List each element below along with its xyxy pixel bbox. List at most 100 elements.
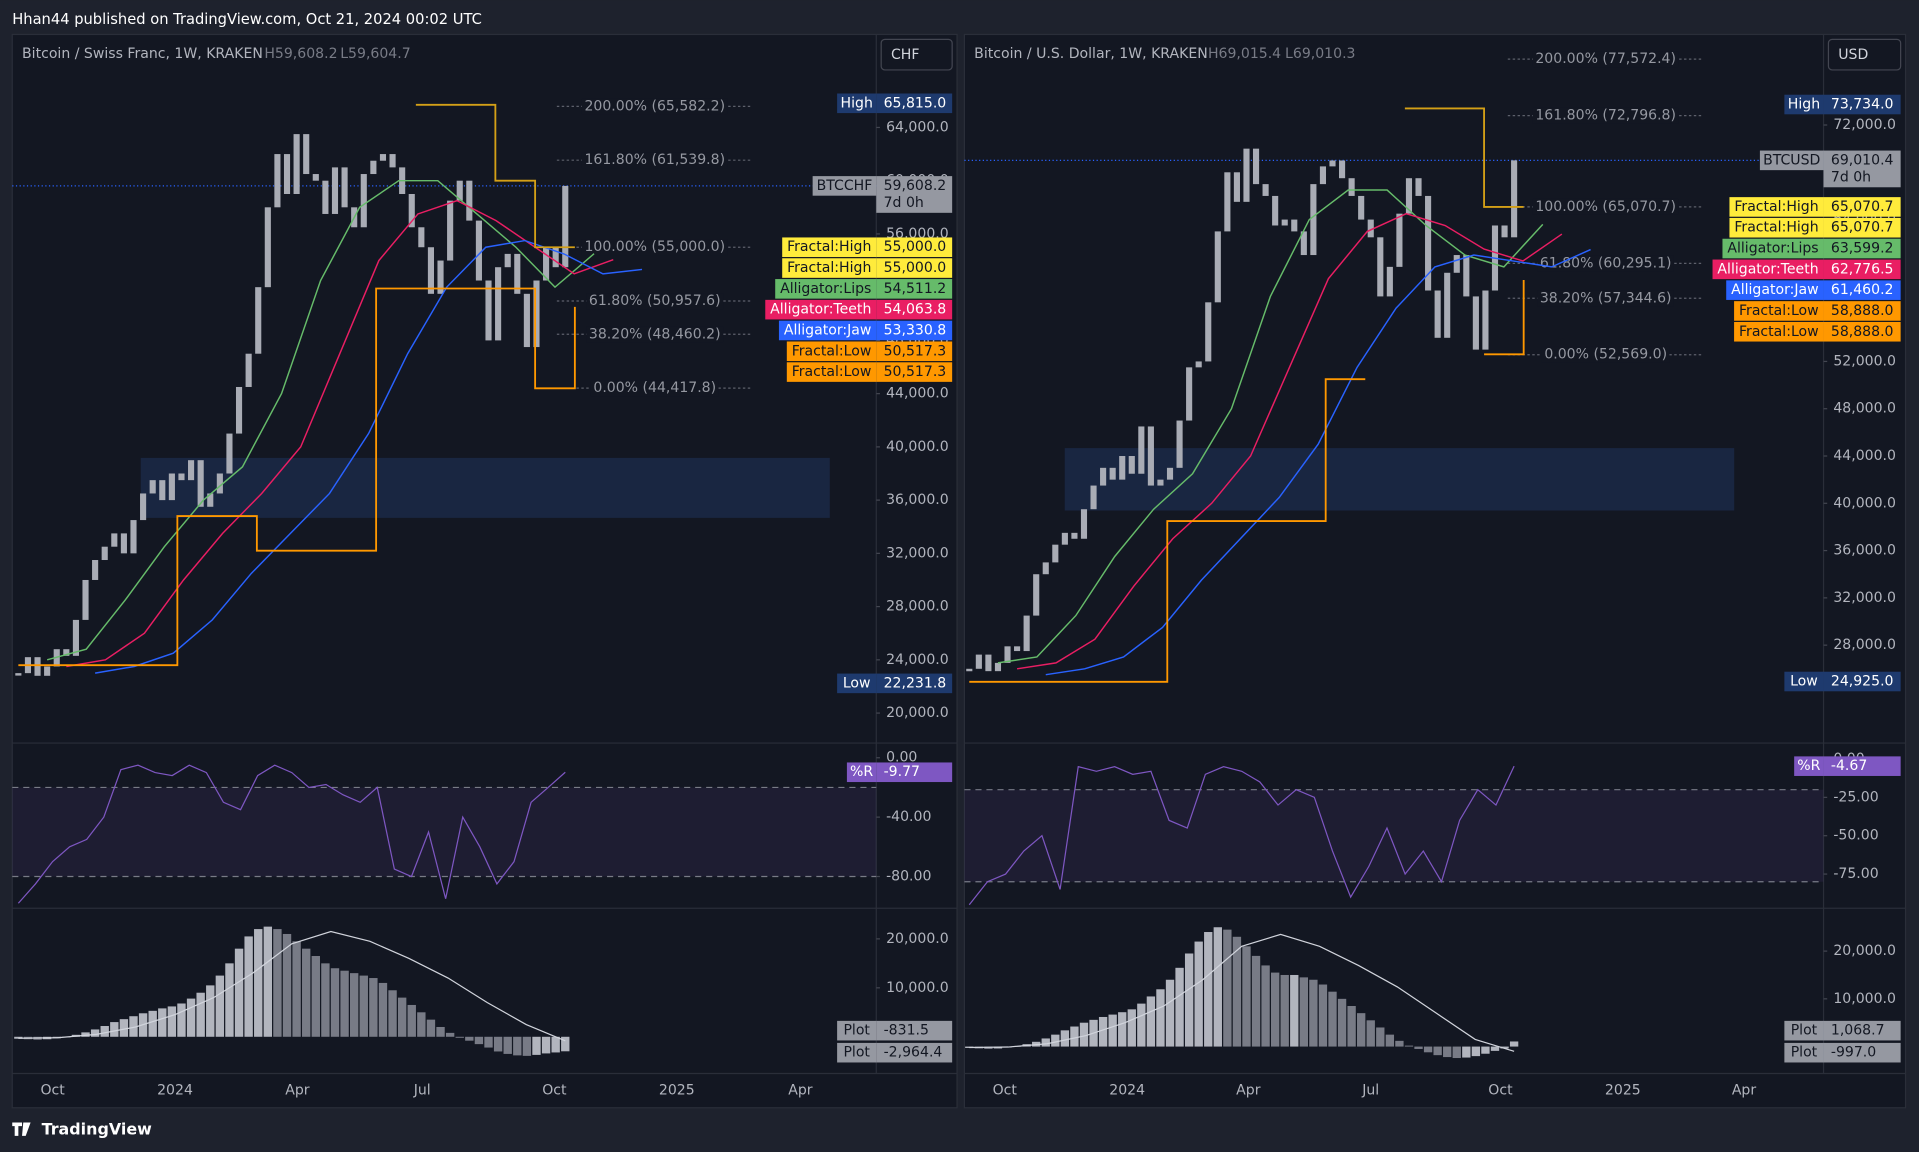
- osc-bar: [397, 997, 407, 1037]
- osc-bar: [522, 1036, 532, 1056]
- low-badge-value: 24,925.0: [1831, 674, 1894, 690]
- price-bar: [82, 579, 89, 620]
- osc-bar: [119, 1019, 129, 1037]
- currency-label[interactable]: USD: [1838, 47, 1868, 63]
- price-bar: [274, 154, 281, 208]
- price-bar: [1023, 615, 1030, 652]
- osc-tick-label: 10,000.0: [1833, 991, 1896, 1007]
- indicator-value-bg: [1823, 197, 1901, 217]
- price-bar: [101, 546, 108, 561]
- symbol-badge-name-bg: [812, 176, 877, 196]
- osc-bar: [1242, 946, 1251, 1047]
- price-bar: [447, 200, 454, 261]
- indicator-label-name: Alligator:Teeth: [770, 302, 871, 318]
- osc-bar: [1079, 1022, 1089, 1047]
- y-tick-label: 48,000.0: [1833, 401, 1896, 417]
- price-bar: [264, 207, 271, 288]
- indicator-label-bg: [1734, 321, 1824, 342]
- price-bar: [159, 480, 166, 501]
- osc-bar: [1175, 967, 1184, 1047]
- price-bar: [523, 293, 530, 348]
- osc-bar: [551, 1036, 560, 1053]
- price-bar: [985, 654, 992, 672]
- x-tick-label: Apr: [285, 1083, 310, 1099]
- x-tick-label: Oct: [1488, 1083, 1513, 1099]
- price-bar: [331, 167, 339, 214]
- osc-bar: [1309, 979, 1318, 1047]
- indicator-label-name: Alligator:Jaw: [1731, 282, 1819, 298]
- alligator-line: [94, 239, 643, 674]
- wr-badge-name: %R: [850, 764, 873, 780]
- osc-bar: [273, 929, 282, 1037]
- low-badge-value-bg: [876, 673, 953, 694]
- osc-bar: [1204, 932, 1213, 1047]
- price-bar: [178, 473, 185, 481]
- price-bar: [1147, 426, 1154, 486]
- osc-bar: [407, 1004, 416, 1037]
- indicator-value-bg: [1823, 280, 1901, 300]
- price-bar: [408, 193, 415, 228]
- price-bar: [1434, 290, 1441, 338]
- plot-badge-value-bg: [876, 1020, 953, 1041]
- low-badge-name-bg: [837, 673, 877, 694]
- plot-badge-value-bg: [1823, 1020, 1901, 1041]
- price-bar: [63, 649, 70, 656]
- price-bar: [466, 180, 473, 221]
- price-bar: [418, 227, 425, 248]
- osc-bar: [1223, 929, 1232, 1047]
- fractal-line: [969, 280, 1525, 683]
- indicator-value-bg: [1823, 238, 1901, 259]
- currency-button[interactable]: [1827, 38, 1902, 71]
- osc-bar: [1290, 974, 1299, 1047]
- osc-bar: [1395, 1040, 1404, 1047]
- indicator-label-bg: [786, 362, 877, 382]
- fractal-line: [18, 287, 576, 667]
- price-bar: [111, 533, 118, 547]
- alligator-line: [46, 179, 595, 661]
- x-tick-label: Apr: [788, 1083, 813, 1099]
- currency-label[interactable]: CHF: [891, 47, 919, 63]
- osc-bar: [263, 926, 273, 1037]
- price-bar: [1128, 456, 1135, 474]
- left-panel: [11, 33, 958, 1109]
- price-bar: [1166, 467, 1174, 480]
- osc-bar: [148, 1010, 157, 1037]
- indicator-value: 54,063.8: [884, 302, 947, 318]
- fib-label-bg: [590, 380, 719, 397]
- osc-bar: [196, 992, 205, 1037]
- osc-bar: [129, 1016, 138, 1037]
- plot-badge-value: -831.5: [884, 1023, 929, 1039]
- fib-label-bg: [1541, 346, 1670, 363]
- price-bar: [341, 167, 348, 208]
- wr-tick-label: -50.00: [1833, 828, 1878, 844]
- wr-badge-value-bg: [1823, 756, 1901, 776]
- price-bar: [235, 386, 243, 434]
- price-bar: [1444, 272, 1451, 338]
- osc-bar: [1156, 989, 1165, 1047]
- osc-bar: [215, 975, 225, 1037]
- osc-bar: [1070, 1026, 1079, 1047]
- x-tick-label: 2025: [1605, 1083, 1641, 1099]
- price-bar: [1262, 184, 1269, 196]
- price-bar: [312, 174, 319, 181]
- y-tick-label: 40,000.0: [1833, 495, 1896, 511]
- y-tick-label: 20,000.0: [886, 705, 949, 721]
- price-bar: [1482, 290, 1489, 350]
- osc-bar: [1318, 984, 1328, 1047]
- price-bar: [1329, 160, 1336, 167]
- price-bar: [514, 253, 521, 294]
- price-bar: [495, 267, 502, 341]
- osc-bar: [1443, 1046, 1452, 1058]
- price-bar: [216, 473, 223, 494]
- price-bar: [1252, 148, 1260, 185]
- brand: TradingView: [42, 1119, 152, 1138]
- osc-bar: [1481, 1046, 1490, 1054]
- symbol-badge-countdown: 7d 0h: [1831, 169, 1871, 185]
- osc-bar: [110, 1022, 119, 1037]
- price-bar: [975, 654, 982, 669]
- osc-bar: [1213, 927, 1222, 1047]
- plot-badge-name-bg: [837, 1020, 877, 1041]
- osc-bar: [1462, 1046, 1471, 1058]
- price-bar: [283, 154, 291, 194]
- currency-button[interactable]: [880, 38, 953, 71]
